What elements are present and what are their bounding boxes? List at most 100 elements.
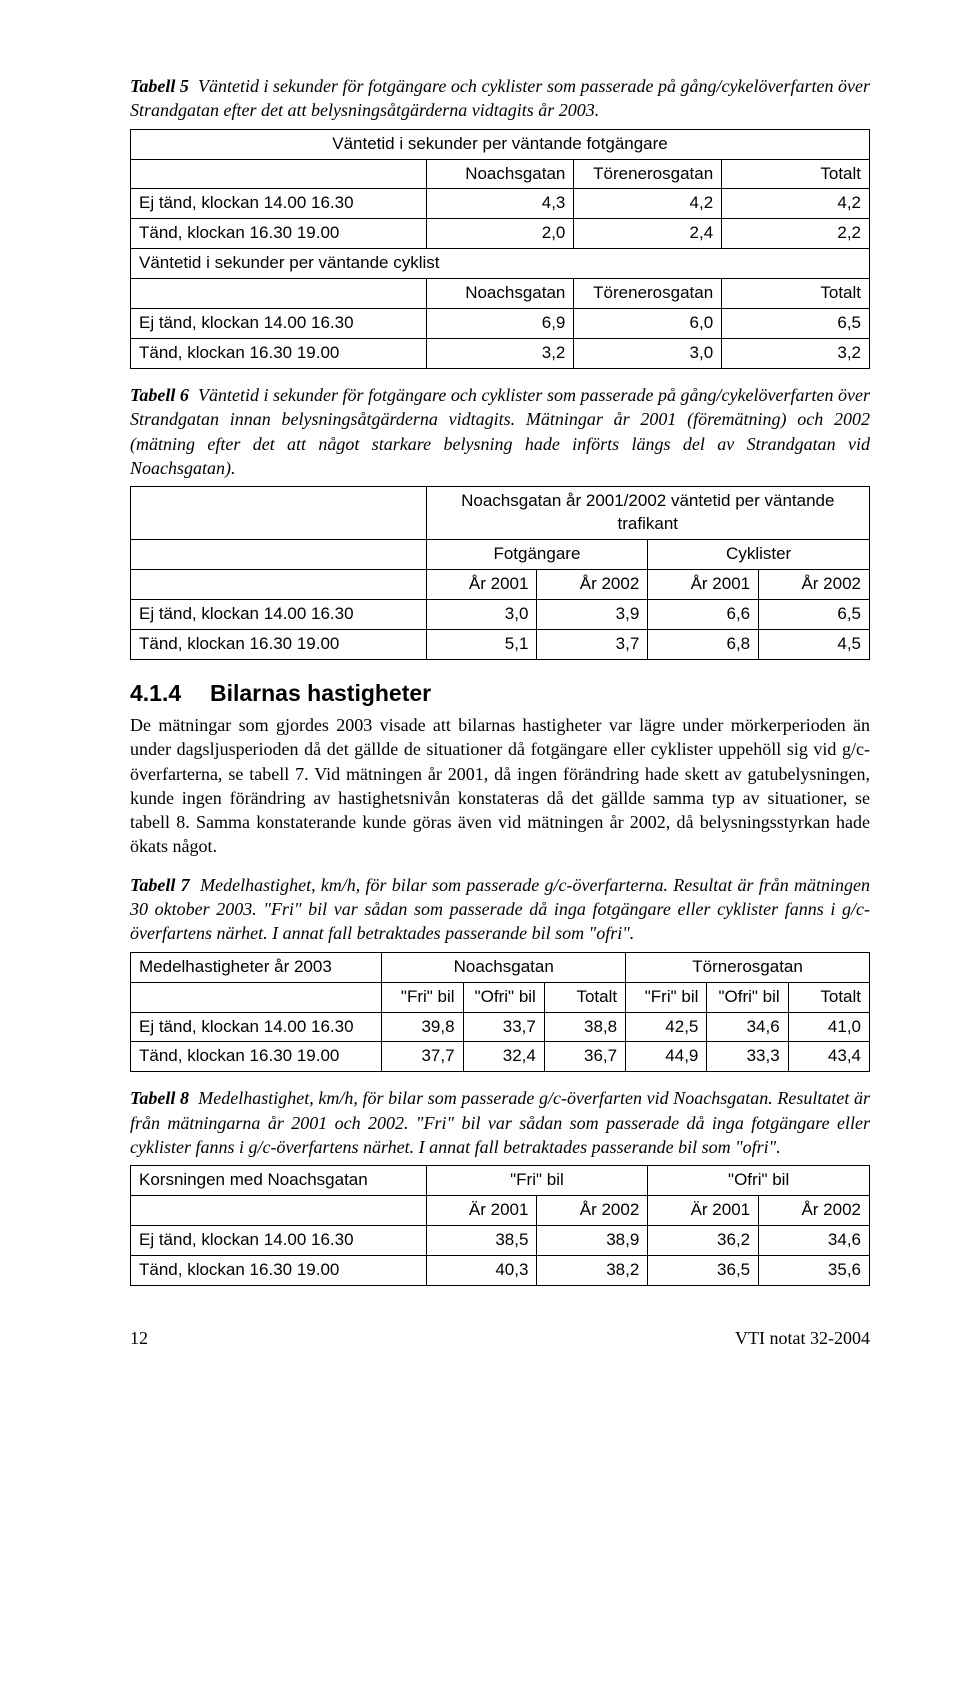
row-label: Tänd, klockan 16.30 19.00 bbox=[131, 1042, 382, 1072]
table6-caption: Tabell 6 Väntetid i sekunder för fotgäng… bbox=[130, 383, 870, 480]
empty-cell bbox=[131, 982, 382, 1012]
cell: 3,0 bbox=[574, 339, 722, 369]
table-row: Tänd, klockan 16.30 19.00 3,2 3,0 3,2 bbox=[131, 339, 870, 369]
section-heading: 4.1.4Bilarnas hastigheter bbox=[130, 678, 870, 709]
col-torenerosgatan: Törenerosgatan bbox=[574, 159, 722, 189]
empty-cell bbox=[131, 159, 427, 189]
col-torenerosgatan: Törenerosgatan bbox=[574, 279, 722, 309]
group-fotgangare: Fotgängare bbox=[426, 540, 648, 570]
cell: 32,4 bbox=[463, 1042, 544, 1072]
col: "Fri" bil bbox=[382, 982, 463, 1012]
row-label: Ej tänd, klockan 14.00 16.30 bbox=[131, 189, 427, 219]
table6-title: Noachsgatan år 2001/2002 väntetid per vä… bbox=[426, 487, 869, 540]
row-label: Ej tänd, klockan 14.00 16.30 bbox=[131, 1012, 382, 1042]
table5-caption-lead: Tabell 5 bbox=[130, 76, 189, 96]
row-label: Tänd, klockan 16.30 19.00 bbox=[131, 629, 427, 659]
row-label: Tänd, klockan 16.30 19.00 bbox=[131, 339, 427, 369]
cell: 6,0 bbox=[574, 309, 722, 339]
cell: 2,0 bbox=[426, 219, 574, 249]
table-row: Ej tänd, klockan 14.00 16.30 3,0 3,9 6,6… bbox=[131, 600, 870, 630]
cell: 42,5 bbox=[626, 1012, 707, 1042]
cell: 36,2 bbox=[648, 1226, 759, 1256]
cell: 6,9 bbox=[426, 309, 574, 339]
empty-cell bbox=[131, 279, 427, 309]
cell: 37,7 bbox=[382, 1042, 463, 1072]
cell: 36,7 bbox=[544, 1042, 625, 1072]
table8-h0: Korsningen med Noachsgatan bbox=[131, 1166, 427, 1196]
table7-h0: Medelhastigheter år 2003 bbox=[131, 952, 382, 982]
cell: 40,3 bbox=[426, 1256, 537, 1286]
cell: 2,2 bbox=[722, 219, 870, 249]
row-label: Ej tänd, klockan 14.00 16.30 bbox=[131, 309, 427, 339]
table7-caption-lead: Tabell 7 bbox=[130, 875, 190, 895]
row-label: Tänd, klockan 16.30 19.00 bbox=[131, 1256, 427, 1286]
cell: 3,0 bbox=[426, 600, 537, 630]
cell: 4,3 bbox=[426, 189, 574, 219]
row-label: Ej tänd, klockan 14.00 16.30 bbox=[131, 1226, 427, 1256]
row-label: Ej tänd, klockan 14.00 16.30 bbox=[131, 600, 427, 630]
table-row: Ej tänd, klockan 14.00 16.30 38,5 38,9 3… bbox=[131, 1226, 870, 1256]
table-row: Ej tänd, klockan 14.00 16.30 4,3 4,2 4,2 bbox=[131, 189, 870, 219]
col: Totalt bbox=[788, 982, 869, 1012]
col-noachsgatan: Noachsgatan bbox=[426, 159, 574, 189]
table-row: Tänd, klockan 16.30 19.00 2,0 2,4 2,2 bbox=[131, 219, 870, 249]
cell: 34,6 bbox=[759, 1226, 870, 1256]
table5-header2: Väntetid i sekunder per väntande cyklist bbox=[131, 249, 870, 279]
doc-id: VTI notat 32-2004 bbox=[735, 1326, 870, 1350]
cell: 33,3 bbox=[707, 1042, 788, 1072]
page-number: 12 bbox=[130, 1326, 148, 1350]
table-row: Tänd, klockan 16.30 19.00 40,3 38,2 36,5… bbox=[131, 1256, 870, 1286]
col: År 2001 bbox=[648, 570, 759, 600]
empty-cell bbox=[131, 540, 427, 570]
table7: Medelhastigheter år 2003 Noachsgatan Tör… bbox=[130, 952, 870, 1073]
cell: 4,5 bbox=[759, 629, 870, 659]
table5: Väntetid i sekunder per väntande fotgäng… bbox=[130, 129, 870, 370]
col: Är 2001 bbox=[648, 1196, 759, 1226]
group-cyklister: Cyklister bbox=[648, 540, 870, 570]
col: "Ofri" bil bbox=[463, 982, 544, 1012]
cell: 39,8 bbox=[382, 1012, 463, 1042]
cell: 3,2 bbox=[426, 339, 574, 369]
cell: 38,2 bbox=[537, 1256, 648, 1286]
table7-caption: Tabell 7 Medelhastighet, km/h, för bilar… bbox=[130, 873, 870, 946]
table7-caption-body: Medelhastighet, km/h, för bilar som pass… bbox=[130, 875, 870, 944]
col: År 2002 bbox=[537, 1196, 648, 1226]
cell: 2,4 bbox=[574, 219, 722, 249]
cell: 6,6 bbox=[648, 600, 759, 630]
cell: 44,9 bbox=[626, 1042, 707, 1072]
section-number: 4.1.4 bbox=[130, 678, 210, 709]
empty-cell bbox=[131, 487, 427, 540]
cell: 38,9 bbox=[537, 1226, 648, 1256]
table5-header1: Väntetid i sekunder per väntande fotgäng… bbox=[131, 129, 870, 159]
col: År 2001 bbox=[426, 570, 537, 600]
table8-caption: Tabell 8 Medelhastighet, km/h, för bilar… bbox=[130, 1086, 870, 1159]
cell: 43,4 bbox=[788, 1042, 869, 1072]
cell: 3,9 bbox=[537, 600, 648, 630]
cell: 6,8 bbox=[648, 629, 759, 659]
cell: 4,2 bbox=[574, 189, 722, 219]
group-tornerosgatan: Törnerosgatan bbox=[626, 952, 870, 982]
col: År 2002 bbox=[759, 1196, 870, 1226]
table8-caption-body: Medelhastighet, km/h, för bilar som pass… bbox=[130, 1088, 870, 1157]
cell: 38,8 bbox=[544, 1012, 625, 1042]
col: År 2002 bbox=[537, 570, 648, 600]
cell: 36,5 bbox=[648, 1256, 759, 1286]
cell: 6,5 bbox=[759, 600, 870, 630]
table6: Noachsgatan år 2001/2002 väntetid per vä… bbox=[130, 486, 870, 660]
col-totalt: Totalt bbox=[722, 159, 870, 189]
cell: 6,5 bbox=[722, 309, 870, 339]
col: "Fri" bil bbox=[626, 982, 707, 1012]
col: Är 2001 bbox=[426, 1196, 537, 1226]
table8-caption-lead: Tabell 8 bbox=[130, 1088, 189, 1108]
cell: 3,2 bbox=[722, 339, 870, 369]
table8: Korsningen med Noachsgatan "Fri" bil "Of… bbox=[130, 1165, 870, 1286]
group-fri: "Fri" bil bbox=[426, 1166, 648, 1196]
table5-caption: Tabell 5 Väntetid i sekunder för fotgäng… bbox=[130, 74, 870, 123]
col-totalt: Totalt bbox=[722, 279, 870, 309]
table-row: Ej tänd, klockan 14.00 16.30 6,9 6,0 6,5 bbox=[131, 309, 870, 339]
cell: 4,2 bbox=[722, 189, 870, 219]
cell: 34,6 bbox=[707, 1012, 788, 1042]
cell: 38,5 bbox=[426, 1226, 537, 1256]
empty-cell bbox=[131, 1196, 427, 1226]
table5-caption-body: Väntetid i sekunder för fotgängare och c… bbox=[130, 76, 870, 120]
